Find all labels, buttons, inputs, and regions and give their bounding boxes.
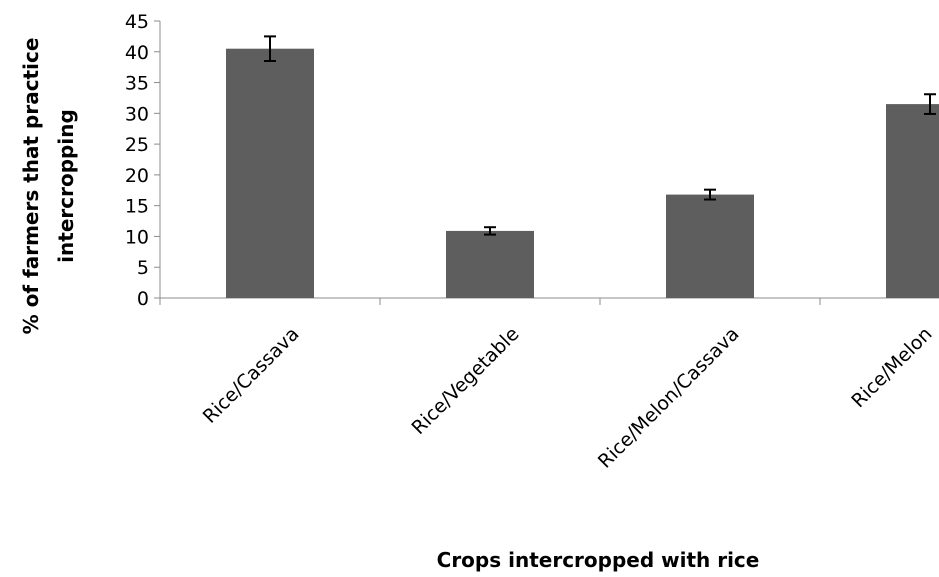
bar-rice-melon [886,104,939,298]
bars [226,35,939,299]
y-tick-label: 0 [137,288,149,310]
x-category-label: Rice/Melon [847,323,936,412]
x-axis-title: Crops intercropped with rice [437,548,760,572]
x-axis [159,297,939,305]
y-axis: 0 5 10 15 20 25 30 35 40 45 [125,11,161,310]
y-tick-label: 20 [125,165,149,187]
y-tick-label: 35 [125,73,149,95]
y-tick-label: 5 [137,257,149,279]
x-category-label: Rice/Melon/Cassava [594,323,744,473]
x-category-label: Rice/Cassava [199,323,304,428]
y-tick-label: 30 [125,103,149,125]
y-tick-label: 10 [125,226,149,248]
y-tick-label: 45 [125,11,149,33]
bar-rice-cassava [226,48,314,299]
bar-rice-melon-cassava [666,194,754,298]
y-axis-title-line-1: % of farmers that practice [19,38,43,335]
y-axis-title-line-2: intercropping [54,109,78,263]
category-labels: Rice/Cassava Rice/Vegetable Rice/Melon/Cas… [199,323,937,473]
y-tick-label: 40 [125,42,149,64]
bar-rice-vegetable [446,230,534,298]
x-category-label: Rice/Vegetable [407,323,523,439]
y-tick-label: 25 [125,134,149,156]
y-tick-label: 15 [125,196,149,218]
